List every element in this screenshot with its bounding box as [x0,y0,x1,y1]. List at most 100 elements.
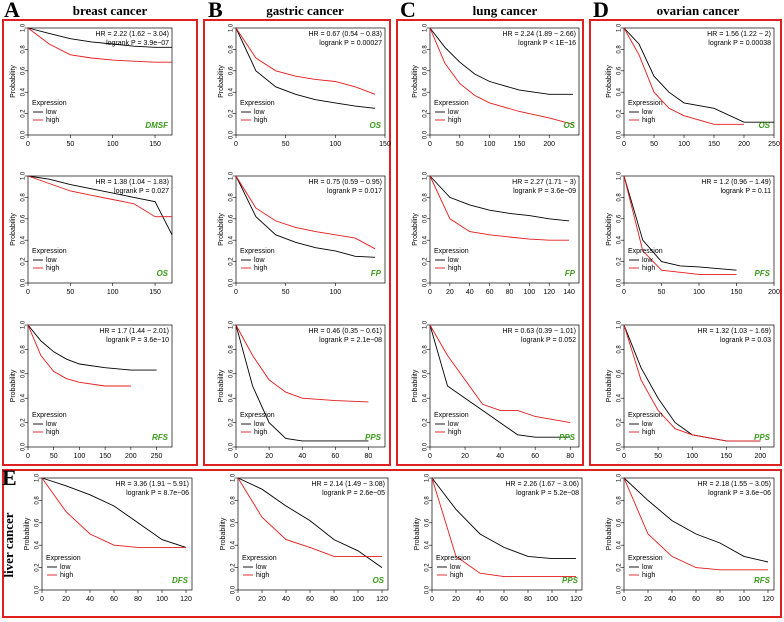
y-tick-label: 0.4 [35,540,41,549]
x-tick-label: 50 [50,453,58,460]
panel-letter: D [593,0,609,22]
y-tick-label: 0.2 [617,563,623,572]
legend-title: Expression [32,412,67,419]
y-tick-label: 0.4 [617,235,623,244]
legend-title: Expression [628,412,663,419]
legend-title: Expression [240,412,275,419]
y-tick-label: 0.8 [231,496,237,505]
survival-curve [431,477,576,560]
survival-curve [237,477,382,557]
x-tick-label: 50 [658,289,666,296]
legend-label: low [642,421,653,428]
survival-curve [623,27,744,125]
annotation: logrank P = 2.6e−05 [322,490,385,497]
y-tick-label: 0.8 [229,193,235,202]
y-tick-label: 0.8 [229,345,235,354]
panel-frame [589,19,782,466]
annotation: HR = 0.67 (0.54 − 0.83) [308,31,382,38]
x-tick-label: 0 [622,596,626,603]
y-tick-label: 0.0 [231,585,237,594]
x-tick-label: 100 [107,289,119,296]
y-tick-label: 0.6 [425,518,431,527]
x-tick-label: 40 [476,596,484,603]
y-tick-label: 0.4 [229,393,235,402]
legend-label: high [448,265,461,272]
legend-label: high [642,265,655,272]
y-tick-label: 0.6 [617,214,623,223]
y-tick-label: 0.0 [425,585,431,594]
y-tick-label: 0.2 [229,418,235,427]
legend-title: Expression [32,100,67,107]
y-tick-label: 0.0 [617,585,623,594]
x-tick-label: 50 [650,141,658,148]
annotation: logrank P = 0.00038 [708,40,771,47]
annotation: logrank P < 1E−16 [518,40,576,47]
x-tick-label: 60 [306,596,314,603]
y-tick-label: 0.4 [425,540,431,549]
endpoint-label: PPS [754,433,771,442]
panel-frame [2,469,782,618]
survival-curve [429,324,571,424]
y-tick-label: 0.4 [21,235,27,244]
plot-frame [431,477,583,591]
legend-title: Expression [628,100,663,107]
x-tick-label: 0 [234,141,238,148]
survival-curve [623,175,737,271]
y-tick-label: 0.0 [617,130,623,139]
plot-frame [623,477,775,591]
y-tick-label: 1.0 [21,23,27,32]
plot-frame [623,27,775,136]
y-tick-label: 0.6 [229,214,235,223]
x-tick-label: 50 [66,141,74,148]
y-tick-label: 0.0 [423,442,429,451]
survival-curve [623,477,769,563]
survival-curve [27,27,172,48]
legend-label: low [450,564,461,571]
x-tick-label: 100 [523,289,535,296]
annotation: logrank P = 3.6e−09 [513,188,576,195]
survival-curve [623,27,774,123]
y-tick-label: 0.0 [229,130,235,139]
y-tick-label: 0.2 [425,563,431,572]
y-tick-label: 1.0 [21,171,27,180]
x-tick-label: 50 [66,289,74,296]
y-tick-label: 0.8 [21,345,27,354]
survival-curve [623,477,768,571]
x-tick-label: 0 [236,596,240,603]
legend-label: low [254,421,265,428]
x-tick-label: 200 [768,289,780,296]
legend-label: low [254,109,265,116]
y-axis-label: Probability [412,65,419,98]
legend-title: Expression [434,248,469,255]
endpoint-label: PPS [559,433,576,442]
x-tick-label: 80 [716,596,724,603]
y-axis-label: Probability [414,517,421,550]
y-tick-label: 0.4 [229,235,235,244]
legend-title: Expression [628,248,663,255]
annotation: HR = 0.63 (0.39 − 1.01) [502,328,576,335]
plot-frame [429,324,580,448]
x-tick-label: 80 [330,596,338,603]
x-tick-label: 0 [428,141,432,148]
y-tick-label: 0.4 [617,393,623,402]
x-tick-label: 60 [331,453,339,460]
y-tick-label: 0.2 [21,257,27,266]
y-tick-label: 0.4 [423,393,429,402]
x-tick-label: 20 [62,596,70,603]
y-tick-label: 0.8 [423,193,429,202]
y-tick-label: 0.4 [423,87,429,96]
y-tick-label: 1.0 [21,320,27,329]
x-tick-label: 200 [125,453,137,460]
legend-title: Expression [240,248,275,255]
x-tick-label: 40 [466,289,474,296]
legend-label: high [642,572,655,579]
legend-title: Expression [240,100,275,107]
survival-curve [235,175,376,250]
y-tick-label: 0.2 [423,418,429,427]
panel-title: liver cancer [1,512,16,577]
x-tick-label: 60 [531,453,539,460]
y-tick-label: 1.0 [425,473,431,482]
annotation: logrank P = 0.027 [114,188,169,195]
panel-title: gastric cancer [266,3,344,18]
annotation: HR = 1.38 (1.04 − 1.83) [95,179,169,186]
